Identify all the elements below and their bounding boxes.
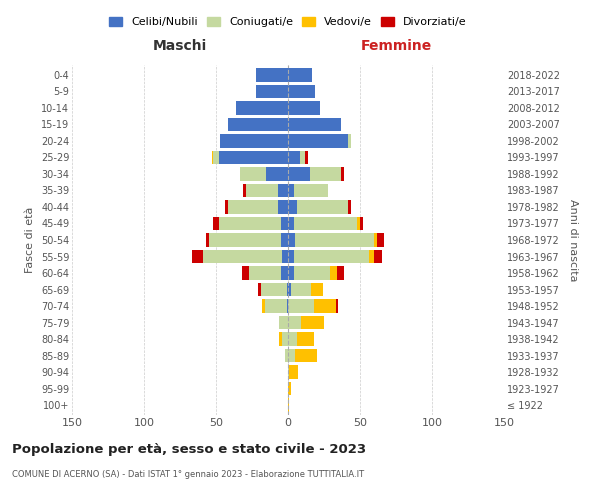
Bar <box>288 349 295 362</box>
Bar <box>374 250 382 264</box>
Bar <box>288 283 291 296</box>
Bar <box>281 216 288 230</box>
Text: COMUNE DI ACERNO (SA) - Dati ISTAT 1° gennaio 2023 - Elaborazione TUTTITALIA.IT: COMUNE DI ACERNO (SA) - Dati ISTAT 1° ge… <box>12 470 364 479</box>
Bar <box>377 233 385 247</box>
Bar <box>301 316 324 330</box>
Bar <box>282 250 288 264</box>
Bar <box>282 332 288 346</box>
Bar <box>278 184 288 197</box>
Bar <box>294 250 368 264</box>
Bar <box>256 84 288 98</box>
Bar <box>278 200 288 214</box>
Bar <box>305 150 308 164</box>
Legend: Celibi/Nubili, Coniugati/e, Vedovi/e, Divorziati/e: Celibi/Nubili, Coniugati/e, Vedovi/e, Di… <box>107 14 469 30</box>
Bar <box>265 300 287 313</box>
Bar <box>287 300 288 313</box>
Bar <box>295 349 317 362</box>
Bar <box>285 349 288 362</box>
Bar <box>209 233 281 247</box>
Bar <box>281 233 288 247</box>
Bar <box>360 216 363 230</box>
Bar <box>288 184 294 197</box>
Bar <box>203 250 282 264</box>
Bar <box>258 283 260 296</box>
Bar <box>311 283 323 296</box>
Bar <box>256 68 288 82</box>
Bar <box>266 167 288 180</box>
Text: Maschi: Maschi <box>153 40 207 54</box>
Bar <box>191 250 203 264</box>
Bar <box>220 134 288 147</box>
Bar <box>288 266 294 280</box>
Bar <box>260 283 287 296</box>
Bar <box>337 266 344 280</box>
Bar <box>330 266 337 280</box>
Bar <box>241 167 266 180</box>
Bar <box>289 366 298 379</box>
Bar <box>295 233 374 247</box>
Bar <box>288 134 349 147</box>
Bar <box>335 300 338 313</box>
Bar <box>227 200 278 214</box>
Bar <box>349 200 352 214</box>
Bar <box>288 84 316 98</box>
Bar <box>249 266 281 280</box>
Bar <box>357 216 360 230</box>
Bar <box>294 266 330 280</box>
Bar <box>219 216 281 230</box>
Bar <box>288 233 295 247</box>
Bar <box>288 68 313 82</box>
Bar <box>280 332 282 346</box>
Bar <box>314 300 335 313</box>
Bar <box>213 150 219 164</box>
Bar <box>288 332 296 346</box>
Bar <box>294 184 328 197</box>
Bar <box>281 266 288 280</box>
Y-axis label: Fasce di età: Fasce di età <box>25 207 35 273</box>
Bar <box>296 332 314 346</box>
Bar <box>288 398 289 412</box>
Bar <box>244 184 246 197</box>
Bar <box>288 118 341 131</box>
Bar <box>280 316 288 330</box>
Y-axis label: Anni di nascita: Anni di nascita <box>568 198 578 281</box>
Bar <box>287 283 288 296</box>
Bar <box>288 316 301 330</box>
Bar <box>349 134 352 147</box>
Bar <box>236 101 288 114</box>
Bar <box>288 150 299 164</box>
Bar <box>242 266 249 280</box>
Bar <box>246 184 278 197</box>
Bar <box>288 101 320 114</box>
Bar <box>224 200 227 214</box>
Bar <box>288 300 314 313</box>
Bar <box>288 216 294 230</box>
Bar <box>296 200 349 214</box>
Bar <box>288 366 289 379</box>
Text: Popolazione per età, sesso e stato civile - 2023: Popolazione per età, sesso e stato civil… <box>12 442 366 456</box>
Bar <box>206 233 209 247</box>
Bar <box>374 233 377 247</box>
Bar <box>227 118 288 131</box>
Bar <box>310 167 341 180</box>
Bar <box>213 216 219 230</box>
Bar <box>341 167 344 180</box>
Bar <box>368 250 374 264</box>
Bar <box>219 150 288 164</box>
Bar <box>212 150 213 164</box>
Bar <box>262 300 265 313</box>
Text: Femmine: Femmine <box>361 40 431 54</box>
Bar <box>294 216 357 230</box>
Bar <box>288 382 291 396</box>
Bar <box>288 167 310 180</box>
Bar <box>288 250 294 264</box>
Bar <box>291 283 311 296</box>
Bar <box>288 200 296 214</box>
Bar <box>299 150 305 164</box>
